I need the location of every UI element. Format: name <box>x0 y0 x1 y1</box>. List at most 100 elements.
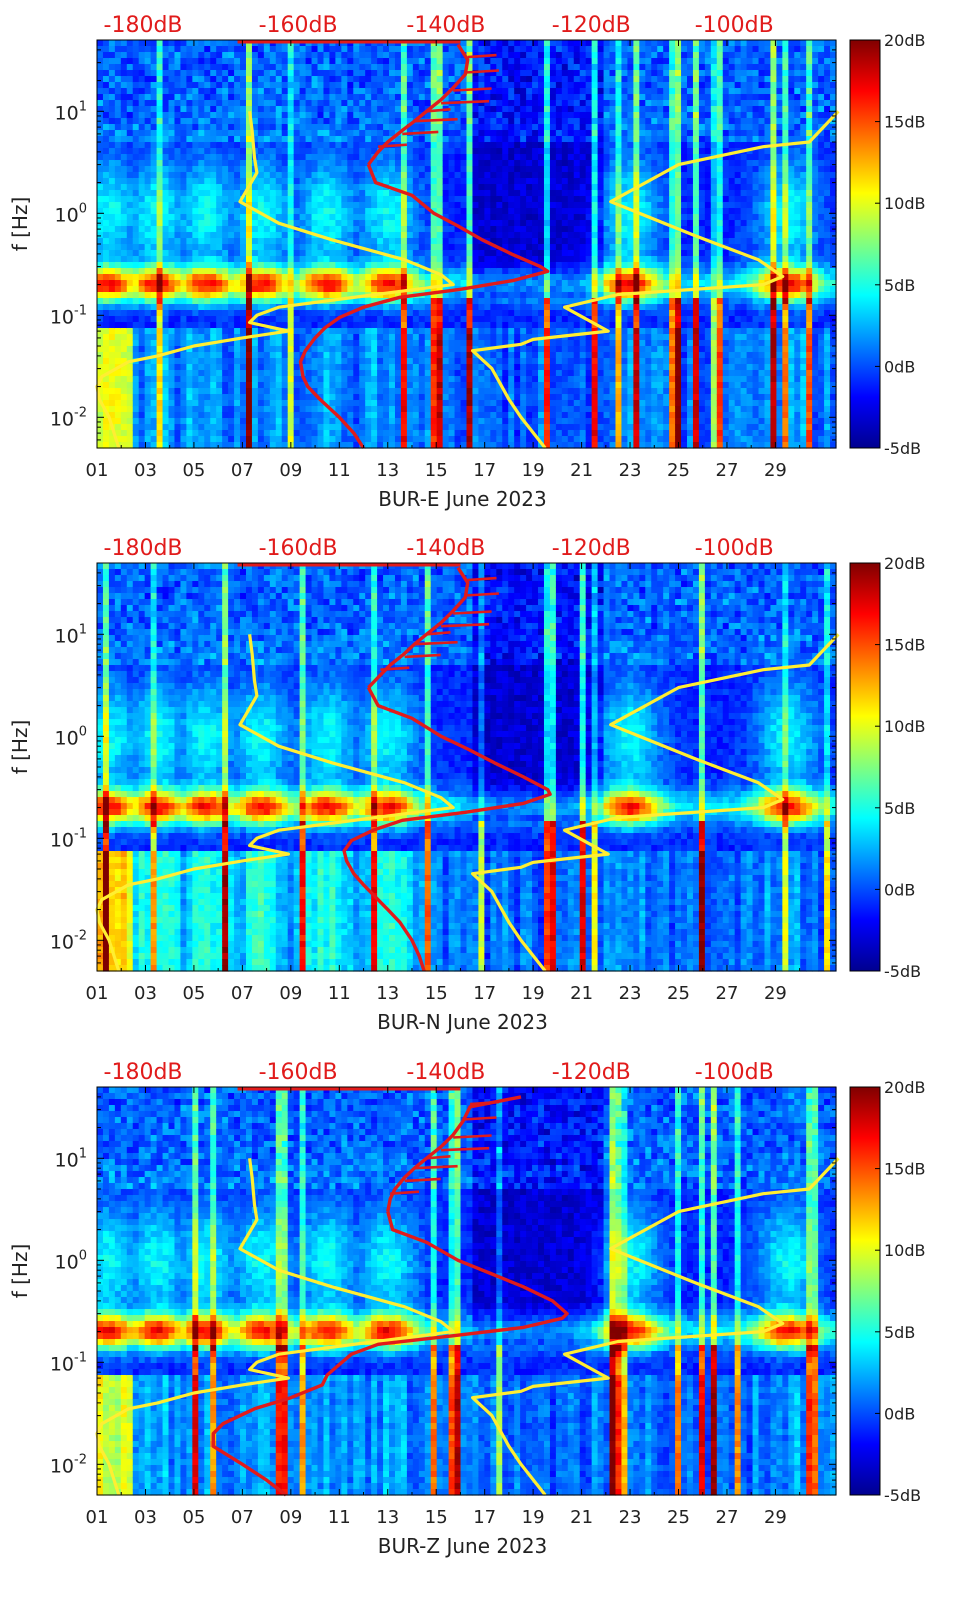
y-tick-label: 10-2 <box>50 928 87 953</box>
x-tick-label: 15 <box>425 1507 448 1528</box>
colorbar: 20dB 15dB 10dB 5dB 0dB -5dB <box>850 31 926 458</box>
y-tick-label: 101 <box>55 1146 87 1171</box>
x-tick-label: 05 <box>182 1507 205 1528</box>
x-tick-label: 29 <box>764 460 787 481</box>
y-tick-label: 10-1 <box>50 1350 87 1375</box>
colorbar-tick-label: -5dB <box>884 1486 921 1505</box>
colorbar-tick-label: 0dB <box>884 357 915 376</box>
x-axis-label: BUR-E June 2023 <box>378 487 546 511</box>
top-db-label: -180dB <box>104 536 183 561</box>
y-axis-label: f [Hz] <box>8 1244 32 1299</box>
top-db-label: -140dB <box>406 536 485 561</box>
colorbar-tick-label: 0dB <box>884 1404 915 1423</box>
x-tick-label: 11 <box>328 460 351 481</box>
x-tick-label: 17 <box>473 1507 496 1528</box>
x-tick-label: 03 <box>134 460 157 481</box>
x-tick-label: 21 <box>570 1507 593 1528</box>
x-tick-label: 09 <box>279 983 302 1004</box>
x-tick-label: 09 <box>279 1507 302 1528</box>
top-db-label: -160dB <box>259 536 338 561</box>
x-tick-label: 27 <box>716 460 739 481</box>
y-tick-label: 10-1 <box>50 826 87 851</box>
top-db-label: -140dB <box>406 1060 485 1085</box>
top-db-label: -120dB <box>552 13 631 38</box>
top-db-label: -160dB <box>259 13 338 38</box>
x-axis-label: BUR-Z June 2023 <box>378 1534 548 1558</box>
x-tick-label: 03 <box>134 983 157 1004</box>
x-tick-label: 21 <box>570 460 593 481</box>
y-tick-label: 10-2 <box>50 1452 87 1477</box>
x-tick-label: 19 <box>522 460 545 481</box>
x-tick-label: 09 <box>279 460 302 481</box>
top-db-label: -120dB <box>552 536 631 561</box>
top-db-label: -100dB <box>695 1060 774 1085</box>
colorbar-tick-label: -5dB <box>884 962 921 981</box>
colorbar-tick-label: -5dB <box>884 439 921 458</box>
colorbar-tick-label: 5dB <box>884 276 915 295</box>
x-tick-label: 25 <box>667 1507 690 1528</box>
x-tick-label: 19 <box>522 983 545 1004</box>
x-tick-label: 15 <box>425 983 448 1004</box>
top-db-label: -140dB <box>406 13 485 38</box>
x-tick-label: 17 <box>473 460 496 481</box>
top-db-label: -180dB <box>104 1060 183 1085</box>
x-tick-label: 13 <box>376 1507 399 1528</box>
y-tick-label: 101 <box>55 99 87 124</box>
colorbar-tick-label: 10dB <box>884 1241 926 1260</box>
top-db-label: -100dB <box>695 536 774 561</box>
colorbar-tick-label: 20dB <box>884 31 926 50</box>
x-axis-label: BUR-N June 2023 <box>377 1010 548 1034</box>
x-tick-label: 27 <box>716 1507 739 1528</box>
colorbar-tick-label: 15dB <box>884 1160 926 1179</box>
x-tick-label: 23 <box>619 1507 642 1528</box>
x-tick-label: 23 <box>619 460 642 481</box>
y-tick-label: 100 <box>55 724 87 749</box>
colorbar-tick-label: 15dB <box>884 113 926 132</box>
x-tick-label: 21 <box>570 983 593 1004</box>
y-axis-label: f [Hz] <box>8 197 32 252</box>
x-tick-label: 05 <box>182 983 205 1004</box>
colorbar-tick-label: 0dB <box>884 880 915 899</box>
y-tick-label: 101 <box>55 622 87 647</box>
panel-2: 01 03 05 07 09 11 13 15 17 19 21 23 25 27 29 10-2 10-1 10… <box>8 536 926 1034</box>
x-tick-label: 01 <box>86 1507 109 1528</box>
x-tick-label: 05 <box>182 460 205 481</box>
x-tick-label: 23 <box>619 983 642 1004</box>
x-tick-label: 03 <box>134 1507 157 1528</box>
y-tick-label: 100 <box>55 201 87 226</box>
colorbar-tick-label: 5dB <box>884 799 915 818</box>
x-tick-label: 11 <box>328 983 351 1004</box>
x-tick-label: 01 <box>86 983 109 1004</box>
colorbar-tick-label: 5dB <box>884 1323 915 1342</box>
x-tick-label: 13 <box>376 983 399 1004</box>
colorbar-tick-label: 10dB <box>884 194 926 213</box>
x-tick-label: 07 <box>231 983 254 1004</box>
colorbar: 20dB 15dB 10dB 5dB 0dB -5dB <box>850 554 926 981</box>
x-tick-label: 13 <box>376 460 399 481</box>
y-tick-label: 10-2 <box>50 405 87 430</box>
colorbar: 20dB 15dB 10dB 5dB 0dB -5dB <box>850 1078 926 1505</box>
x-tick-label: 25 <box>667 460 690 481</box>
colorbar-tick-label: 15dB <box>884 636 926 655</box>
x-tick-label: 27 <box>716 983 739 1004</box>
x-tick-label: 17 <box>473 983 496 1004</box>
x-tick-label: 07 <box>231 1507 254 1528</box>
y-tick-label: 100 <box>55 1248 87 1273</box>
colorbar-tick-label: 10dB <box>884 717 926 736</box>
colorbar-tick-label: 20dB <box>884 1078 926 1097</box>
x-tick-label: 15 <box>425 460 448 481</box>
top-db-label: -160dB <box>259 1060 338 1085</box>
top-db-label: -100dB <box>695 13 774 38</box>
x-tick-label: 19 <box>522 1507 545 1528</box>
x-tick-label: 29 <box>764 1507 787 1528</box>
x-tick-label: 25 <box>667 983 690 1004</box>
y-axis-label: f [Hz] <box>8 720 32 775</box>
y-tick-label: 10-1 <box>50 303 87 328</box>
top-db-label: -180dB <box>104 13 183 38</box>
top-db-label: -120dB <box>552 1060 631 1085</box>
x-tick-label: 29 <box>764 983 787 1004</box>
colorbar-tick-label: 20dB <box>884 554 926 573</box>
